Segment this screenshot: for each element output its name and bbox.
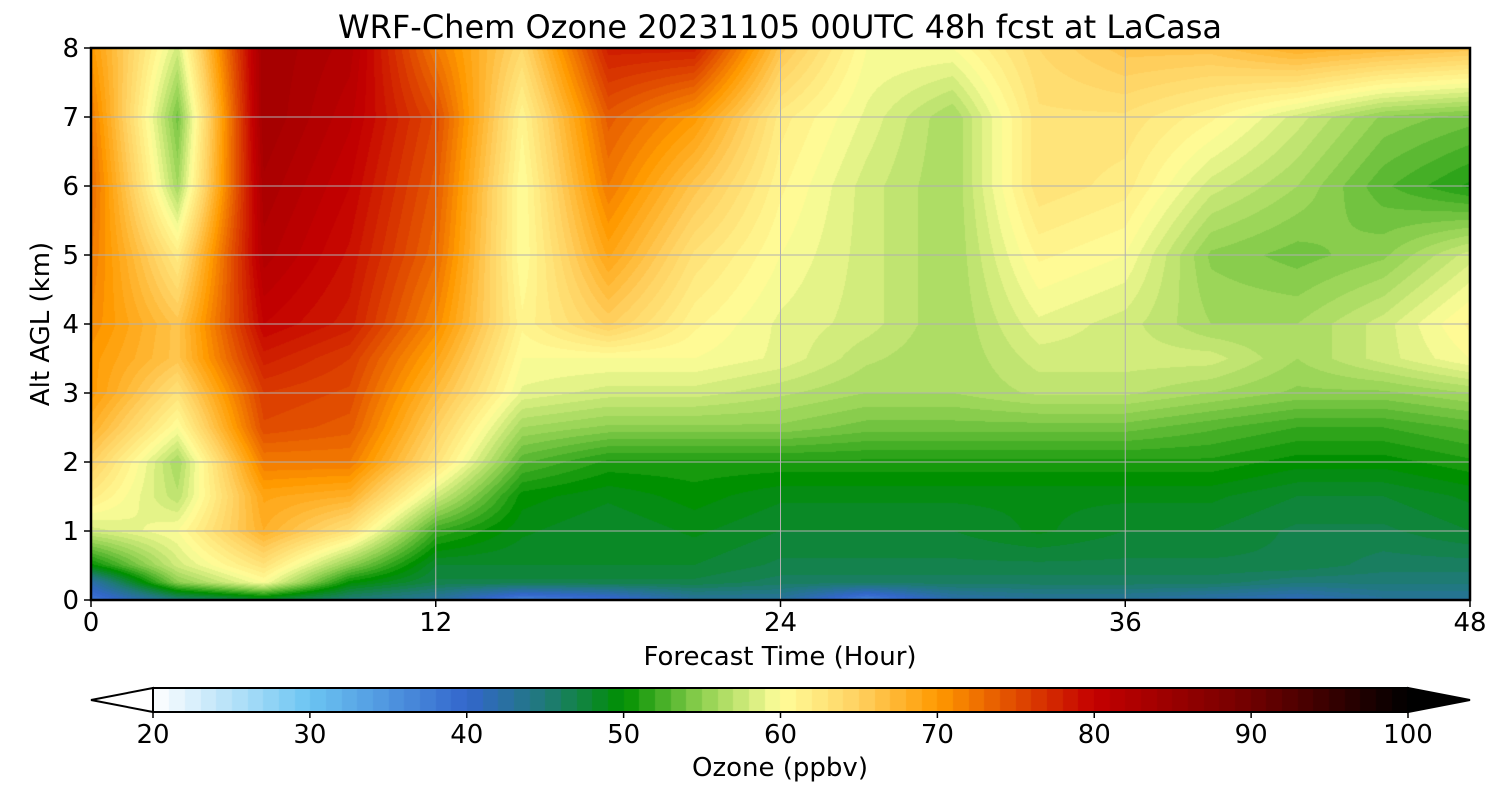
y-tick-label: 0 bbox=[62, 586, 79, 616]
x-tick-label: 24 bbox=[764, 608, 797, 638]
x-tick-label: 36 bbox=[1109, 608, 1142, 638]
x-tick-label: 12 bbox=[419, 608, 452, 638]
y-tick-label: 6 bbox=[62, 172, 79, 202]
y-tick-label: 7 bbox=[62, 103, 79, 133]
colorbar-tick-label: 80 bbox=[1078, 720, 1111, 750]
chart-title: WRF-Chem Ozone 20231105 00UTC 48h fcst a… bbox=[338, 8, 1222, 46]
colorbar: 20 30 40 50 60 70 80 90 100 bbox=[90, 686, 1471, 750]
colorbar-tick-label: 40 bbox=[450, 720, 483, 750]
colorbar-tick-label: 50 bbox=[607, 720, 640, 750]
colorbar-high-extension bbox=[1407, 686, 1471, 714]
grid-lines bbox=[91, 48, 1470, 600]
y-tick-label: 2 bbox=[62, 448, 79, 478]
colorbar-gradient bbox=[153, 688, 1408, 712]
y-tick-label: 4 bbox=[62, 310, 79, 340]
x-axis: 0 12 24 36 48 bbox=[83, 600, 1487, 638]
y-tick-label: 8 bbox=[62, 34, 79, 64]
x-tick-label: 0 bbox=[83, 608, 100, 638]
colorbar-ticks: 20 30 40 50 60 70 80 90 100 bbox=[136, 712, 1433, 750]
colorbar-tick-label: 100 bbox=[1383, 720, 1433, 750]
colorbar-low-extension bbox=[90, 686, 154, 714]
x-axis-label: Forecast Time (Hour) bbox=[643, 642, 916, 672]
y-tick-label: 3 bbox=[62, 379, 79, 409]
colorbar-tick-label: 70 bbox=[921, 720, 954, 750]
colorbar-tick-label: 60 bbox=[764, 720, 797, 750]
colorbar-tick-label: 20 bbox=[136, 720, 169, 750]
colorbar-tick-label: 30 bbox=[293, 720, 326, 750]
x-tick-label: 48 bbox=[1453, 608, 1486, 638]
y-tick-label: 5 bbox=[62, 241, 79, 271]
y-tick-label: 1 bbox=[62, 517, 79, 547]
y-axis-label: Alt AGL (km) bbox=[26, 242, 56, 406]
colorbar-label: Ozone (ppbv) bbox=[692, 753, 868, 783]
y-axis: 0 1 2 3 4 5 6 7 8 bbox=[62, 34, 91, 616]
colorbar-tick-label: 90 bbox=[1235, 720, 1268, 750]
